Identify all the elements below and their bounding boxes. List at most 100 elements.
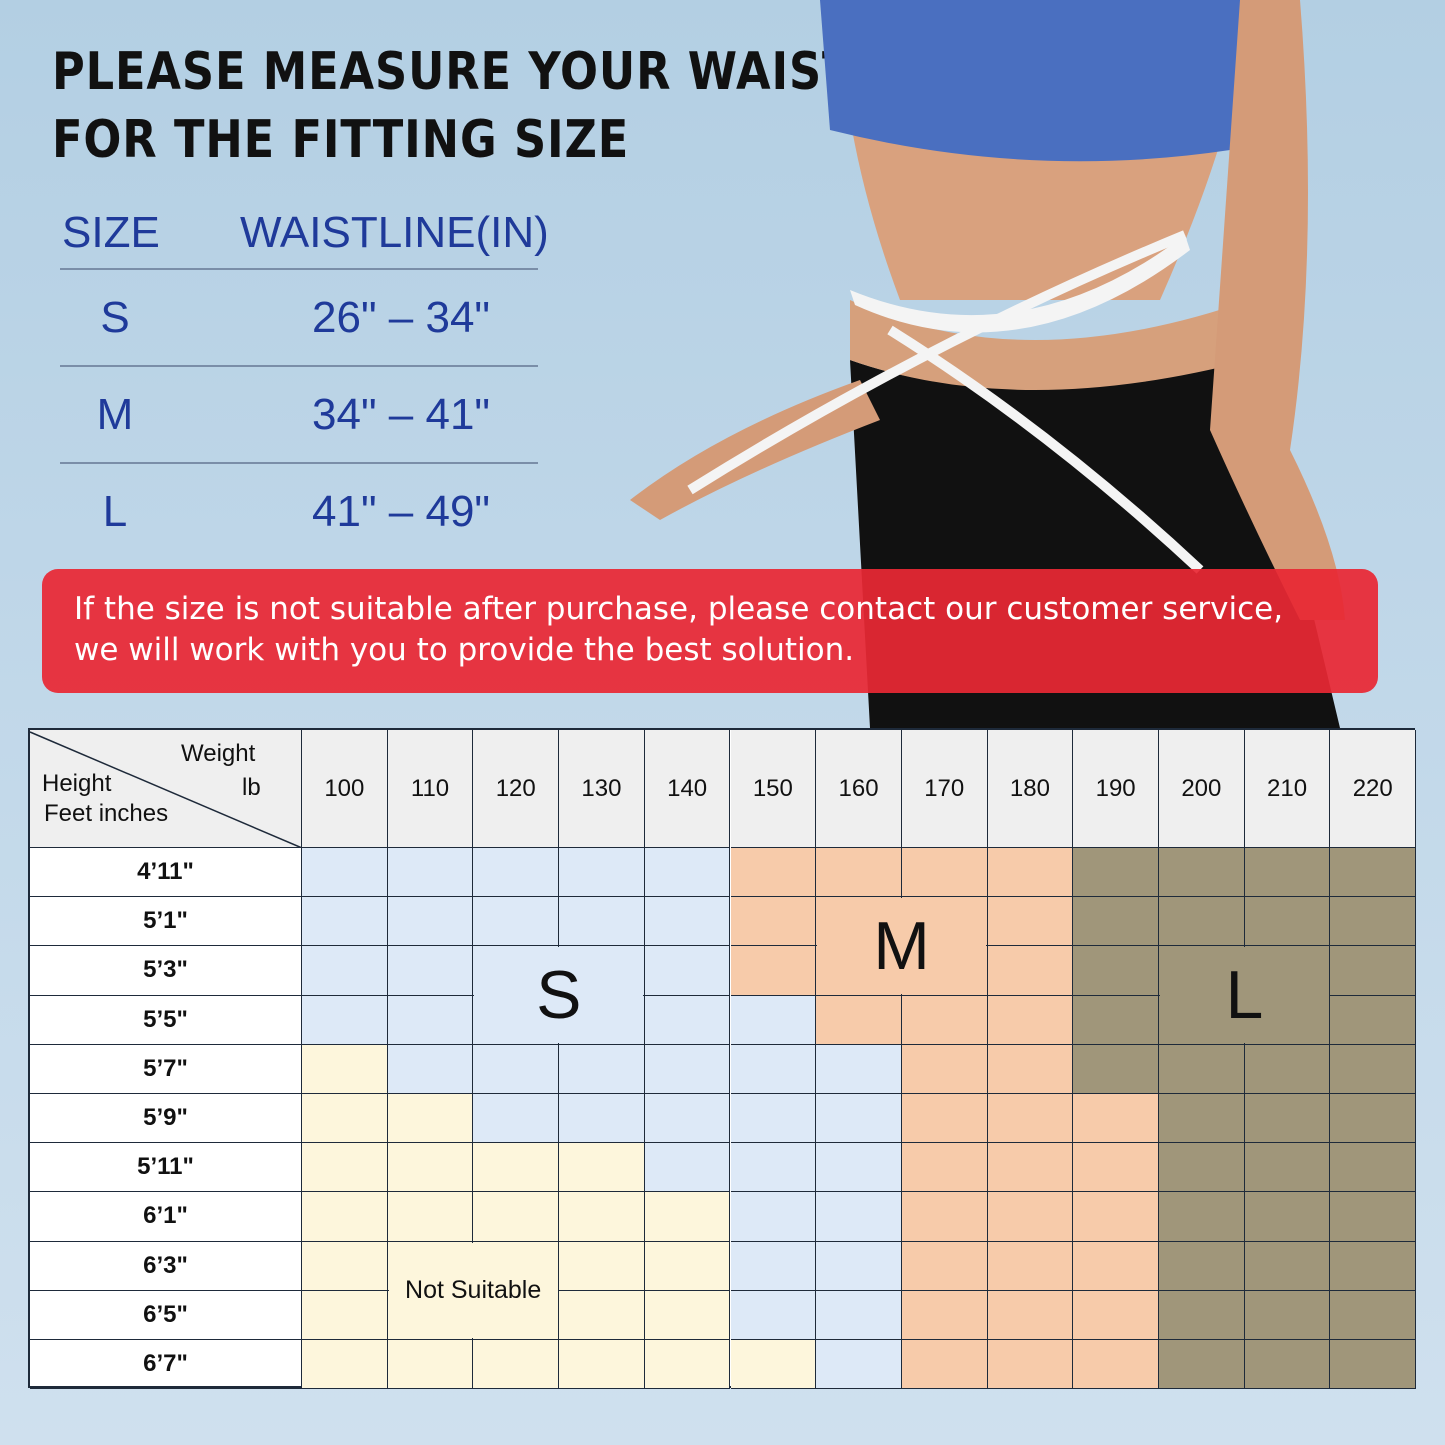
weight-header: 210 (1244, 730, 1331, 848)
size-cell-l (1159, 1044, 1245, 1094)
size-cell-l (1330, 1044, 1417, 1094)
size-cell-l (1159, 1340, 1245, 1390)
size-cell-m (987, 848, 1074, 898)
size-label-s: S (474, 947, 644, 1044)
size-cell-s (644, 995, 731, 1045)
size-cell-n (473, 1340, 560, 1390)
size-cell-s (730, 1241, 817, 1291)
size-cell-l (1330, 1241, 1417, 1291)
size-cell-n (644, 1340, 731, 1390)
size-cell-s (816, 1241, 902, 1291)
size-cell-l (1073, 1044, 1159, 1094)
size-cell-n (559, 1241, 645, 1291)
size-cell-m (1073, 1241, 1159, 1291)
weight-header: 110 (387, 730, 474, 848)
size-cell-n (644, 1290, 731, 1340)
size-cell-n (302, 1290, 388, 1340)
size-cell-l (1330, 1143, 1417, 1193)
size-cell-n (387, 1192, 474, 1242)
size-cell-s (473, 1094, 560, 1144)
size-cell-n (387, 1143, 474, 1193)
size-cell-m (901, 1241, 988, 1291)
size-cell-s (816, 1094, 902, 1144)
height-label: 5’5" (30, 995, 302, 1045)
size-cell-s (302, 897, 388, 947)
size-cell-l (1330, 1290, 1417, 1340)
size-cell-s (644, 1094, 731, 1144)
size-cell-n (302, 1094, 388, 1144)
size-cell-m (901, 1094, 988, 1144)
size-cell-l (1159, 1143, 1245, 1193)
weight-header: 160 (816, 730, 902, 848)
size-cell-n (559, 1290, 645, 1340)
size-cell-s (473, 1044, 560, 1094)
size-cell-n (302, 1192, 388, 1242)
diagonal-divider (30, 731, 302, 848)
waist-row-m: M 34" – 41" (60, 367, 538, 464)
height-label: 6’1" (30, 1192, 302, 1242)
size-cell-s (387, 897, 474, 947)
size-cell-m (1073, 1143, 1159, 1193)
size-cell-n (559, 1340, 645, 1390)
size-cell-s (816, 1290, 902, 1340)
size-cell-l (1330, 848, 1417, 898)
size-cell-l (1073, 995, 1159, 1045)
weight-header: 180 (987, 730, 1074, 848)
size-cell-m (987, 1290, 1074, 1340)
size-cell-s (387, 848, 474, 898)
size-cell-l (1159, 1192, 1245, 1242)
size-cell-l (1159, 848, 1245, 898)
height-label: 6’5" (30, 1290, 302, 1340)
not-suitable-label: Not Suitable (388, 1242, 558, 1339)
size-cell-l (1244, 1143, 1331, 1193)
size-cell-l (1330, 995, 1417, 1045)
size-cell-m (987, 1094, 1074, 1144)
waist-row-l: L 41" – 49" (102, 486, 491, 536)
size-cell-m (901, 1290, 988, 1340)
size-cell-s (387, 995, 474, 1045)
size-cell-s (644, 946, 731, 996)
size-cell-s (559, 1094, 645, 1144)
size-cell-s (387, 946, 474, 996)
customer-service-banner: If the size is not suitable after purcha… (42, 569, 1378, 693)
size-cell-m (987, 1192, 1074, 1242)
waist-table-header: SIZE WAISTLINE(IN) (60, 198, 549, 270)
size-cell-m (987, 1241, 1074, 1291)
size-cell-l (1159, 1241, 1245, 1291)
waist-row-s: S 26" – 34" (60, 270, 538, 367)
size-cell-m (901, 1143, 988, 1193)
size-cell-s (302, 995, 388, 1045)
weight-header: 220 (1330, 730, 1417, 848)
size-cell-m (987, 1044, 1074, 1094)
size-cell-m (730, 897, 817, 947)
size-cell-l (1159, 1094, 1245, 1144)
size-cell-m (1073, 1094, 1159, 1144)
weight-header: 100 (302, 730, 388, 848)
size-cell-l (1330, 897, 1417, 947)
size-cell-m (730, 946, 817, 996)
size-cell-s (387, 1044, 474, 1094)
size-cell-n (387, 1340, 474, 1390)
height-label: 5’7" (30, 1044, 302, 1094)
size-cell-l (1073, 848, 1159, 898)
size-cell-l (1244, 1044, 1331, 1094)
size-cell-n (559, 1192, 645, 1242)
weight-header: 170 (901, 730, 988, 848)
height-label: 5’11" (30, 1143, 302, 1193)
size-cell-n (302, 1340, 388, 1390)
size-cell-m (730, 848, 817, 898)
size-cell-s (730, 1044, 817, 1094)
size-cell-s (559, 897, 645, 947)
size-cell-l (1159, 1290, 1245, 1340)
page-title: PLEASE MEASURE YOUR WAIST FOR THE FITTIN… (52, 42, 854, 170)
size-cell-s (730, 1192, 817, 1242)
size-cell-l (1244, 897, 1331, 947)
size-cell-n (302, 1143, 388, 1193)
size-cell-l (1244, 1340, 1331, 1390)
size-cell-s (730, 995, 817, 1045)
size-cell-l (1244, 848, 1331, 898)
size-cell-m (987, 897, 1074, 947)
size-cell-s (473, 848, 560, 898)
size-cell-s (730, 1290, 817, 1340)
size-cell-m (1073, 1340, 1159, 1390)
